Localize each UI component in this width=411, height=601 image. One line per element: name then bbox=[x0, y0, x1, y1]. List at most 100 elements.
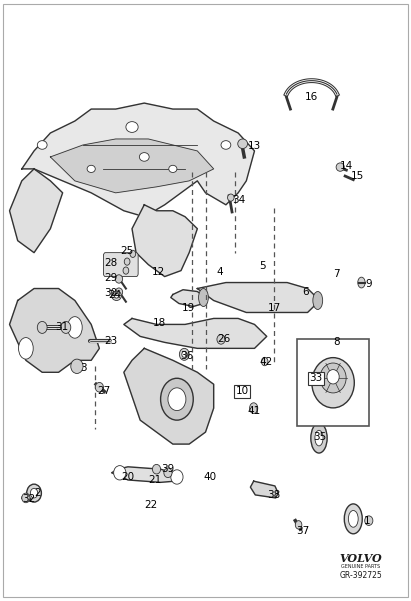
Text: 42: 42 bbox=[259, 356, 272, 367]
Ellipse shape bbox=[22, 493, 30, 502]
Text: 30: 30 bbox=[104, 288, 118, 298]
Ellipse shape bbox=[344, 504, 362, 534]
Text: 13: 13 bbox=[248, 141, 261, 151]
Ellipse shape bbox=[126, 121, 138, 132]
Ellipse shape bbox=[114, 466, 126, 480]
Ellipse shape bbox=[124, 258, 130, 265]
Ellipse shape bbox=[37, 322, 47, 334]
Ellipse shape bbox=[115, 275, 122, 283]
Text: 3: 3 bbox=[80, 362, 86, 373]
Polygon shape bbox=[124, 319, 267, 349]
Text: 31: 31 bbox=[55, 322, 68, 332]
Text: 40: 40 bbox=[203, 472, 216, 482]
Text: GENUINE PARTS: GENUINE PARTS bbox=[341, 564, 380, 569]
Polygon shape bbox=[250, 481, 278, 498]
Text: 18: 18 bbox=[153, 319, 166, 328]
Text: 23: 23 bbox=[104, 336, 118, 346]
Text: 34: 34 bbox=[232, 195, 246, 205]
Ellipse shape bbox=[115, 288, 122, 296]
Ellipse shape bbox=[296, 520, 302, 529]
Text: 1: 1 bbox=[363, 516, 370, 526]
Ellipse shape bbox=[336, 163, 344, 171]
Ellipse shape bbox=[161, 378, 193, 420]
Text: 2: 2 bbox=[34, 488, 41, 498]
Ellipse shape bbox=[261, 358, 268, 365]
Polygon shape bbox=[197, 282, 320, 313]
Ellipse shape bbox=[168, 388, 186, 410]
Ellipse shape bbox=[164, 468, 172, 478]
Text: 16: 16 bbox=[305, 92, 318, 102]
Text: 21: 21 bbox=[148, 475, 161, 485]
Text: 26: 26 bbox=[217, 334, 231, 344]
Text: 14: 14 bbox=[340, 161, 353, 171]
Ellipse shape bbox=[130, 250, 136, 257]
Ellipse shape bbox=[139, 153, 149, 161]
Text: 37: 37 bbox=[296, 526, 309, 536]
Ellipse shape bbox=[27, 484, 42, 502]
Ellipse shape bbox=[71, 359, 83, 373]
Text: 12: 12 bbox=[152, 267, 165, 277]
Ellipse shape bbox=[115, 293, 118, 298]
Text: 9: 9 bbox=[365, 279, 372, 288]
Text: 17: 17 bbox=[268, 303, 281, 313]
Ellipse shape bbox=[358, 277, 365, 288]
Text: 19: 19 bbox=[182, 303, 195, 313]
Ellipse shape bbox=[249, 403, 258, 413]
Ellipse shape bbox=[169, 165, 177, 172]
Ellipse shape bbox=[313, 291, 323, 310]
Ellipse shape bbox=[152, 465, 161, 474]
Ellipse shape bbox=[311, 423, 327, 453]
Ellipse shape bbox=[30, 489, 38, 498]
Text: 5: 5 bbox=[259, 261, 266, 271]
Ellipse shape bbox=[327, 370, 339, 384]
Text: 28: 28 bbox=[104, 258, 118, 269]
Ellipse shape bbox=[123, 267, 129, 274]
Ellipse shape bbox=[365, 516, 373, 525]
Ellipse shape bbox=[199, 288, 208, 307]
Text: 20: 20 bbox=[121, 472, 134, 482]
Text: GR-392725: GR-392725 bbox=[339, 571, 382, 580]
Polygon shape bbox=[171, 290, 206, 307]
Ellipse shape bbox=[217, 335, 225, 344]
Ellipse shape bbox=[315, 430, 323, 446]
Ellipse shape bbox=[67, 317, 82, 338]
Ellipse shape bbox=[18, 338, 33, 359]
Text: 32: 32 bbox=[23, 494, 36, 504]
Ellipse shape bbox=[61, 322, 71, 334]
Text: 7: 7 bbox=[333, 269, 339, 279]
Ellipse shape bbox=[171, 470, 183, 484]
Ellipse shape bbox=[312, 358, 354, 408]
Text: 35: 35 bbox=[313, 432, 326, 442]
Ellipse shape bbox=[112, 291, 121, 300]
FancyBboxPatch shape bbox=[104, 252, 138, 276]
Polygon shape bbox=[124, 349, 214, 444]
Text: 6: 6 bbox=[302, 287, 309, 296]
Text: 29: 29 bbox=[104, 273, 118, 282]
Ellipse shape bbox=[95, 382, 104, 392]
Polygon shape bbox=[51, 139, 214, 193]
Polygon shape bbox=[22, 103, 254, 217]
Polygon shape bbox=[9, 288, 99, 372]
Ellipse shape bbox=[320, 363, 346, 393]
Text: 4: 4 bbox=[217, 267, 223, 277]
Ellipse shape bbox=[182, 352, 187, 358]
Ellipse shape bbox=[87, 165, 95, 172]
Ellipse shape bbox=[228, 194, 234, 201]
Text: 39: 39 bbox=[162, 464, 175, 474]
Text: 22: 22 bbox=[144, 500, 157, 510]
Ellipse shape bbox=[37, 141, 47, 149]
Text: VOLVO: VOLVO bbox=[339, 554, 382, 564]
Text: 36: 36 bbox=[180, 350, 194, 361]
Text: 38: 38 bbox=[268, 490, 281, 500]
Text: 33: 33 bbox=[309, 373, 322, 383]
Text: 24: 24 bbox=[108, 290, 122, 299]
Text: 25: 25 bbox=[120, 246, 134, 257]
Polygon shape bbox=[112, 467, 181, 483]
Polygon shape bbox=[9, 169, 62, 252]
Polygon shape bbox=[132, 205, 197, 276]
Text: 41: 41 bbox=[247, 406, 260, 416]
Text: 15: 15 bbox=[351, 171, 364, 181]
Ellipse shape bbox=[179, 349, 189, 361]
Text: 8: 8 bbox=[333, 337, 339, 347]
Ellipse shape bbox=[221, 141, 231, 149]
